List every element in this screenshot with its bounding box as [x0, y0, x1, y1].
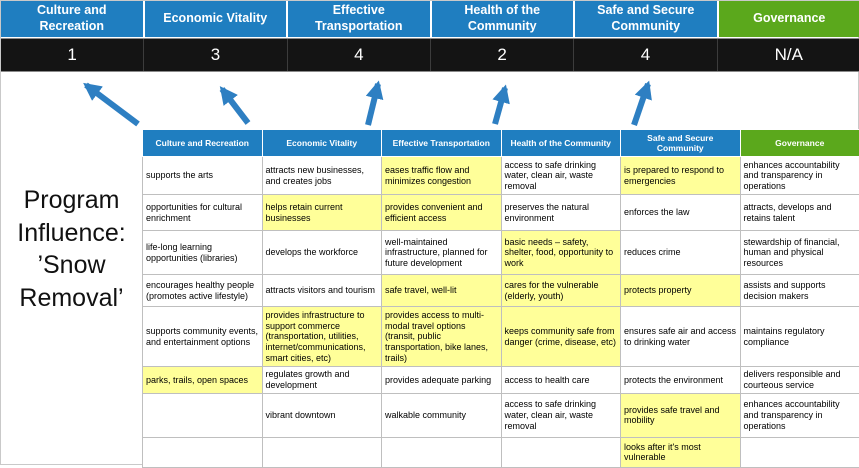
arrow-up-icon [86, 85, 138, 124]
matrix-cell [501, 437, 621, 467]
scoreboard-score-5: N/A [717, 39, 859, 71]
matrix-header-3: Health of the Community [501, 130, 621, 157]
scoreboard-score-1: 3 [143, 39, 286, 71]
scoreboard-header-1: Economic Vitality [145, 1, 289, 37]
matrix-cell: stewardship of financial, human and phys… [740, 231, 859, 275]
scoreboard-header-2: Effective Transportation [288, 1, 432, 37]
matrix-cell: attracts visitors and tourism [262, 275, 382, 307]
matrix-header-5: Governance [740, 130, 859, 157]
matrix-cell: access to health care [501, 367, 621, 394]
matrix-cell-highlighted: helps retain current businesses [262, 195, 382, 231]
matrix-header-2: Effective Transportation [382, 130, 502, 157]
matrix-cell-highlighted: provides convenient and efficient access [382, 195, 502, 231]
matrix-header-4: Safe and Secure Community [621, 130, 741, 157]
matrix-cell: protects the environment [621, 367, 741, 394]
matrix-cell: preserves the natural environment [501, 195, 621, 231]
scoreboard-score-0: 1 [1, 39, 143, 71]
matrix-cell: access to safe drinking water, clean air… [501, 393, 621, 437]
matrix-cell: enhances accountability and transparency… [740, 157, 859, 195]
scoreboard-score-3: 2 [430, 39, 573, 71]
matrix-cell: well-maintained infrastructure, planned … [382, 231, 502, 275]
matrix-cell-highlighted: keeps community safe from danger (crime,… [501, 307, 621, 367]
scoreboard-header-5: Governance [719, 1, 859, 37]
matrix-header-1: Economic Vitality [262, 130, 382, 157]
matrix-cell [740, 437, 859, 467]
matrix-cell-highlighted: protects property [621, 275, 741, 307]
matrix-cell: delivers responsible and courteous servi… [740, 367, 859, 394]
score-arrows [1, 72, 859, 130]
arrow-up-icon [368, 84, 378, 125]
matrix-cell: maintains regulatory compliance [740, 307, 859, 367]
arrow-up-icon [222, 89, 248, 123]
page-title: Program Influence: ’Snow Removal’ [1, 184, 142, 314]
matrix-cell: supports community events, and entertain… [143, 307, 263, 367]
matrix-cell: life-long learning opportunities (librar… [143, 231, 263, 275]
matrix-cell-highlighted: eases traffic flow and minimizes congest… [382, 157, 502, 195]
scoreboard-header-0: Culture and Recreation [1, 1, 145, 37]
matrix-cell-highlighted: parks, trails, open spaces [143, 367, 263, 394]
matrix-cell: attracts, develops and retains talent [740, 195, 859, 231]
matrix-header-0: Culture and Recreation [143, 130, 263, 157]
scoreboard-score-2: 4 [287, 39, 430, 71]
arrow-up-icon [634, 84, 648, 125]
matrix-cell-highlighted: is prepared to respond to emergencies [621, 157, 741, 195]
matrix-cell: regulates growth and development [262, 367, 382, 394]
matrix-cell-highlighted: provides safe travel and mobility [621, 393, 741, 437]
scoreboard-header-4: Safe and Secure Community [575, 1, 719, 37]
table-row: encourages healthy people (promotes acti… [143, 275, 859, 307]
table-row: looks after it's most vulnerable [143, 437, 859, 467]
matrix-cell [143, 437, 263, 467]
matrix-cell-highlighted: provides access to multi-modal travel op… [382, 307, 502, 367]
matrix-cell [262, 437, 382, 467]
matrix-cell: reduces crime [621, 231, 741, 275]
matrix-cell: vibrant downtown [262, 393, 382, 437]
matrix-cell: walkable community [382, 393, 502, 437]
scoreboard-header-3: Health of the Community [432, 1, 576, 37]
matrix-cell [143, 393, 263, 437]
matrix-cell-highlighted: looks after it's most vulnerable [621, 437, 741, 467]
matrix-cell: opportunities for cultural enrichment [143, 195, 263, 231]
matrix-cell: attracts new businesses, and creates job… [262, 157, 382, 195]
matrix-cell-highlighted: safe travel, well-lit [382, 275, 502, 307]
matrix-cell-highlighted: provides infrastructure to support comme… [262, 307, 382, 367]
table-row: life-long learning opportunities (librar… [143, 231, 859, 275]
scoreboard-score-4: 4 [573, 39, 716, 71]
matrix-cell: assists and supports decision makers [740, 275, 859, 307]
matrix-cell [382, 437, 502, 467]
matrix-cell-highlighted: cares for the vulnerable (elderly, youth… [501, 275, 621, 307]
matrix-cell: access to safe drinking water, clean air… [501, 157, 621, 195]
matrix-cell: develops the workforce [262, 231, 382, 275]
matrix-cell: supports the arts [143, 157, 263, 195]
table-row: supports community events, and entertain… [143, 307, 859, 367]
matrix-cell: enforces the law [621, 195, 741, 231]
arrow-up-icon [495, 88, 505, 124]
matrix-cell: encourages healthy people (promotes acti… [143, 275, 263, 307]
matrix-cell-highlighted: basic needs – safety, shelter, food, opp… [501, 231, 621, 275]
matrix-cell: enhances accountability and transparency… [740, 393, 859, 437]
matrix-cell: ensures safe air and access to drinking … [621, 307, 741, 367]
matrix-cell: provides adequate parking [382, 367, 502, 394]
